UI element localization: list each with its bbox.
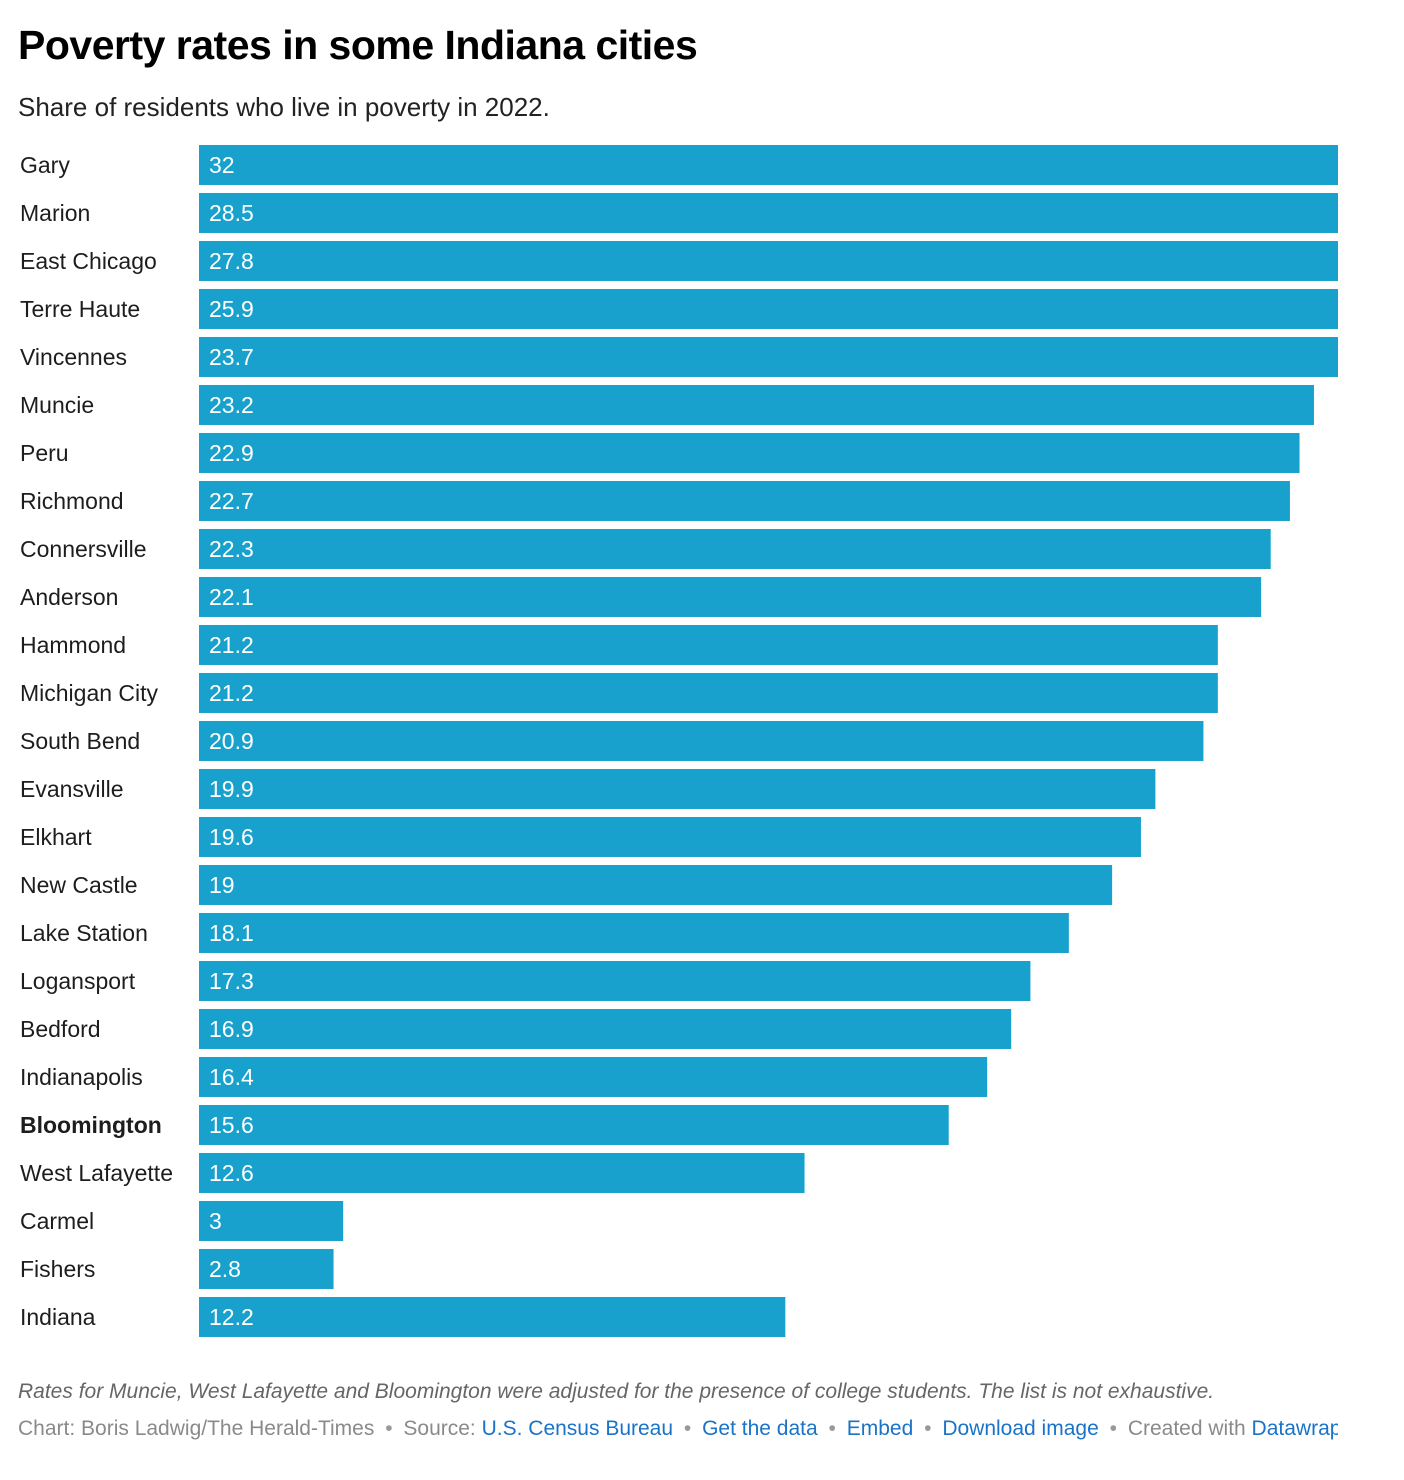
bar-carmel xyxy=(199,1201,344,1241)
bar-anderson xyxy=(199,577,1262,617)
category-label-bedford: Bedford xyxy=(20,1016,101,1042)
value-label-elkhart: 19.6 xyxy=(209,824,254,850)
bar-terre-haute xyxy=(199,289,1338,329)
bar-fishers xyxy=(199,1249,334,1289)
category-label-fishers: Fishers xyxy=(20,1256,95,1282)
category-label-terre-haute: Terre Haute xyxy=(20,296,140,322)
category-label-evansville: Evansville xyxy=(20,776,124,802)
category-label-carmel: Carmel xyxy=(20,1208,94,1234)
value-label-marion: 28.5 xyxy=(209,200,254,226)
value-label-new-castle: 19 xyxy=(209,872,235,898)
category-label-connersville: Connersville xyxy=(20,536,147,562)
value-label-terre-haute: 25.9 xyxy=(209,296,254,322)
separator: • xyxy=(385,1417,393,1440)
value-label-south-bend: 20.9 xyxy=(209,728,254,754)
bar-michigan-city xyxy=(199,673,1218,713)
bar-bloomington xyxy=(199,1105,949,1145)
bar-logansport xyxy=(199,961,1031,1001)
bar-indiana xyxy=(199,1297,786,1337)
category-label-south-bend: South Bend xyxy=(20,728,140,754)
bar-hammond xyxy=(199,625,1218,665)
bar-evansville xyxy=(199,769,1156,809)
separator: • xyxy=(1109,1417,1117,1440)
category-label-vincennes: Vincennes xyxy=(20,344,127,370)
bar-south-bend xyxy=(199,721,1204,761)
value-label-west-lafayette: 12.6 xyxy=(209,1160,254,1186)
footer-credits: Chart: Boris Ladwig/The Herald-Times • S… xyxy=(18,1417,1338,1441)
category-label-logansport: Logansport xyxy=(20,968,136,994)
bar-muncie xyxy=(199,385,1314,425)
category-label-hammond: Hammond xyxy=(20,632,126,658)
created-with-label: Created with xyxy=(1127,1417,1246,1440)
separator: • xyxy=(828,1417,836,1440)
category-label-elkhart: Elkhart xyxy=(20,824,92,850)
value-label-vincennes: 23.7 xyxy=(209,344,254,370)
source-label: Source: xyxy=(403,1417,476,1440)
category-label-lake-station: Lake Station xyxy=(20,920,148,946)
category-label-gary: Gary xyxy=(20,152,70,178)
bar-east-chicago xyxy=(199,241,1338,281)
value-label-muncie: 23.2 xyxy=(209,392,254,418)
bar-marion xyxy=(199,193,1338,233)
source-link[interactable]: U.S. Census Bureau xyxy=(481,1417,674,1440)
value-label-gary: 32 xyxy=(209,152,235,178)
bar-chart: Gary 32 Marion 28.5 East Chicago 27.8 Terre Ha… xyxy=(20,145,1338,1337)
embed-link[interactable]: Embed xyxy=(846,1417,914,1440)
separator: • xyxy=(924,1417,932,1440)
category-label-west-lafayette: West Lafayette xyxy=(20,1160,173,1186)
value-label-indiana: 12.2 xyxy=(209,1304,254,1330)
category-label-indianapolis: Indianapolis xyxy=(20,1064,143,1090)
value-label-fishers: 2.8 xyxy=(209,1256,241,1282)
separator: • xyxy=(683,1417,692,1440)
value-label-hammond: 21.2 xyxy=(209,632,254,658)
get-data-link[interactable]: Get the data xyxy=(702,1417,818,1440)
value-label-evansville: 19.9 xyxy=(209,776,254,802)
value-label-bloomington: 15.6 xyxy=(209,1112,254,1138)
category-label-michigan-city: Michigan City xyxy=(20,680,159,706)
category-label-richmond: Richmond xyxy=(20,488,124,514)
bar-new-castle xyxy=(199,865,1113,905)
value-label-anderson: 22.1 xyxy=(209,584,254,610)
value-label-richmond: 22.7 xyxy=(209,488,254,514)
bar-connersville xyxy=(199,529,1271,569)
value-label-michigan-city: 21.2 xyxy=(209,680,254,706)
category-label-east-chicago: East Chicago xyxy=(20,248,157,274)
bar-gary xyxy=(199,145,1338,185)
footer-note: Rates for Muncie, West Lafayette and Blo… xyxy=(18,1380,1215,1403)
bar-lake-station xyxy=(199,913,1069,953)
bar-peru xyxy=(199,433,1300,473)
download-image-link[interactable]: Download image xyxy=(942,1417,1099,1440)
credit-text: Chart: Boris Ladwig/The Herald-Times xyxy=(18,1417,375,1440)
value-label-connersville: 22.3 xyxy=(209,536,254,562)
value-label-carmel: 3 xyxy=(209,1208,222,1234)
value-label-lake-station: 18.1 xyxy=(209,920,254,946)
category-label-bloomington: Bloomington xyxy=(20,1112,162,1138)
chart-title: Poverty rates in some Indiana cities xyxy=(18,22,698,68)
value-label-bedford: 16.9 xyxy=(209,1016,254,1042)
value-label-east-chicago: 27.8 xyxy=(209,248,254,274)
datawrapper-link[interactable]: Datawrapper xyxy=(1251,1417,1338,1440)
value-label-indianapolis: 16.4 xyxy=(209,1064,254,1090)
category-label-marion: Marion xyxy=(20,200,90,226)
category-label-new-castle: New Castle xyxy=(20,872,138,898)
value-label-logansport: 17.3 xyxy=(209,968,254,994)
value-label-peru: 22.9 xyxy=(209,440,254,466)
bar-west-lafayette xyxy=(199,1153,805,1193)
category-label-muncie: Muncie xyxy=(20,392,94,418)
category-label-peru: Peru xyxy=(20,440,69,466)
bar-bedford xyxy=(199,1009,1012,1049)
category-label-indiana: Indiana xyxy=(20,1304,96,1330)
chart-subtitle: Share of residents who live in poverty i… xyxy=(18,92,550,122)
category-label-anderson: Anderson xyxy=(20,584,118,610)
bar-vincennes xyxy=(199,337,1338,377)
bar-indianapolis xyxy=(199,1057,988,1097)
bar-richmond xyxy=(199,481,1290,521)
bar-elkhart xyxy=(199,817,1141,857)
